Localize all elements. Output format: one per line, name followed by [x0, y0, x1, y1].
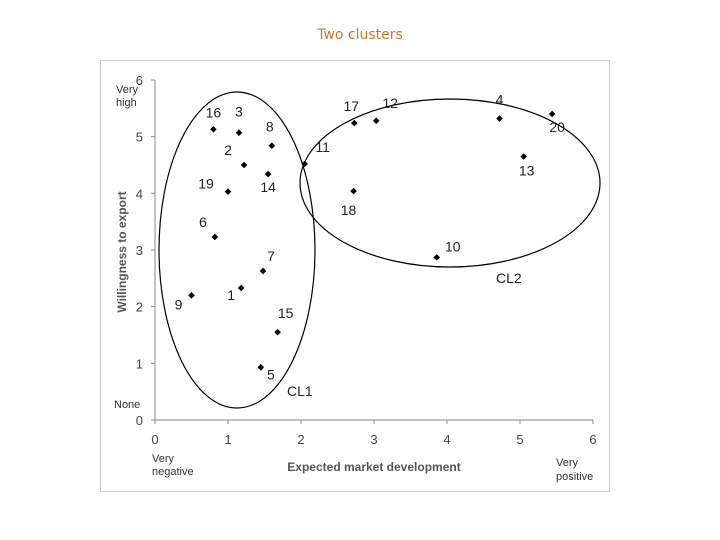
y-high-label-line2: high: [116, 97, 137, 109]
y-tick-label: 0: [136, 413, 143, 428]
data-point-marker-20: [548, 110, 556, 118]
data-points: [188, 110, 556, 371]
chart-title: Two clusters: [317, 27, 403, 43]
cluster-cl1-label: CL1: [287, 383, 313, 399]
x-tick-label: 5: [516, 432, 523, 447]
x-low-label: Very negative: [152, 453, 194, 478]
data-point-label-8: 8: [266, 119, 274, 135]
data-point-label-4: 4: [496, 92, 504, 108]
x-high-label-line2: positive: [556, 471, 593, 483]
cluster-cl1-ellipse: [158, 91, 316, 409]
data-point-marker-19: [224, 188, 232, 195]
x-ticks: 0 1 2 3 4 5 6: [151, 420, 597, 447]
data-point-label-19: 19: [198, 176, 214, 192]
data-point-label-17: 17: [344, 98, 360, 114]
data-point-marker-5: [257, 364, 265, 371]
data-point-marker-15: [274, 328, 281, 336]
data-point-label-6: 6: [199, 214, 207, 230]
y-tick-label: 3: [136, 243, 143, 258]
y-axis-label: Willingness to export: [115, 191, 129, 312]
data-point-marker-9: [188, 292, 195, 299]
data-point-marker-4: [496, 115, 503, 122]
data-point-label-14: 14: [260, 179, 276, 195]
chart-frame: [100, 60, 610, 492]
data-point-label-20: 20: [549, 119, 565, 135]
data-point-marker-6: [211, 233, 219, 241]
x-axis-label: Expected market development: [287, 460, 460, 474]
x-high-label: Very positive: [556, 457, 593, 483]
y-ticks: 0 1 2 3 4 5 6: [136, 73, 155, 428]
data-point-label-16: 16: [206, 104, 222, 120]
data-point-marker-1: [237, 284, 245, 292]
y-tick-label: 1: [136, 356, 143, 371]
data-point-label-3: 3: [235, 104, 243, 120]
data-point-marker-16: [210, 126, 217, 133]
x-tick-label: 3: [370, 432, 377, 447]
data-point-marker-13: [520, 153, 527, 160]
y-high-label: Very high: [116, 84, 141, 109]
data-point-marker-12: [372, 117, 380, 125]
data-point-label-10: 10: [445, 238, 461, 254]
data-point-label-15: 15: [278, 305, 294, 321]
data-point-label-13: 13: [519, 163, 535, 179]
data-point-label-7: 7: [267, 248, 275, 264]
data-point-marker-3: [235, 129, 243, 136]
y-tick-label: 6: [136, 73, 143, 88]
data-point-label-9: 9: [175, 296, 183, 312]
x-tick-label: 2: [297, 432, 304, 447]
x-high-label-line1: Very: [556, 457, 579, 469]
data-point-marker-18: [350, 187, 357, 195]
data-point-label-11: 11: [315, 139, 330, 155]
data-point-marker-8: [268, 142, 276, 150]
data-point-label-5: 5: [267, 366, 275, 382]
x-tick-label: 1: [224, 432, 231, 447]
data-point-label-2: 2: [224, 142, 232, 158]
y-tick-label: 4: [136, 186, 143, 201]
data-point-marker-2: [240, 161, 248, 169]
data-point-label-18: 18: [341, 202, 357, 218]
y-high-label-line1: Very: [116, 84, 139, 96]
x-tick-label: 6: [589, 432, 596, 447]
cluster-cl2-ellipse: [299, 98, 601, 268]
data-point-marker-14: [264, 170, 272, 178]
axes: [154, 80, 593, 421]
y-low-label: None: [114, 399, 140, 411]
data-point-marker-7: [259, 267, 267, 275]
x-low-label-line2: negative: [152, 466, 194, 478]
x-low-label-line1: Very: [152, 453, 175, 465]
data-point-label-12: 12: [382, 95, 398, 111]
data-point-marker-11: [301, 160, 308, 168]
data-point-label-1: 1: [227, 287, 235, 303]
y-tick-label: 5: [136, 130, 143, 145]
x-tick-label: 0: [151, 432, 158, 447]
cluster-ellipses: [158, 91, 601, 409]
data-point-marker-17: [350, 119, 358, 127]
x-tick-label: 4: [443, 432, 450, 447]
data-point-marker-10: [433, 254, 441, 261]
y-tick-label: 2: [136, 300, 143, 315]
cluster-cl2-label: CL2: [496, 270, 522, 286]
